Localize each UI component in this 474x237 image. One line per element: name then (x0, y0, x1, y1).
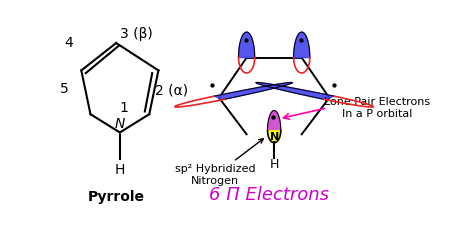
Text: N: N (270, 132, 279, 142)
Polygon shape (267, 131, 281, 143)
Text: 5: 5 (60, 82, 69, 96)
Text: 3 (β): 3 (β) (120, 27, 153, 41)
Polygon shape (293, 32, 310, 58)
Text: Pyrrole: Pyrrole (88, 190, 145, 204)
Text: 6 Π Electrons: 6 Π Electrons (209, 186, 328, 204)
Polygon shape (256, 82, 335, 99)
Text: Lone Pair Electrons
In a P orbital: Lone Pair Electrons In a P orbital (324, 97, 430, 119)
Text: sp² Hybridized
Nitrogen: sp² Hybridized Nitrogen (175, 139, 264, 186)
Text: 2 (α): 2 (α) (155, 83, 188, 97)
Text: N: N (115, 117, 125, 131)
Polygon shape (238, 32, 255, 58)
Text: 1: 1 (119, 101, 128, 115)
Text: H: H (269, 158, 279, 171)
Text: H: H (115, 163, 125, 177)
Text: 4: 4 (64, 36, 73, 50)
Polygon shape (267, 111, 281, 131)
Polygon shape (214, 82, 292, 99)
